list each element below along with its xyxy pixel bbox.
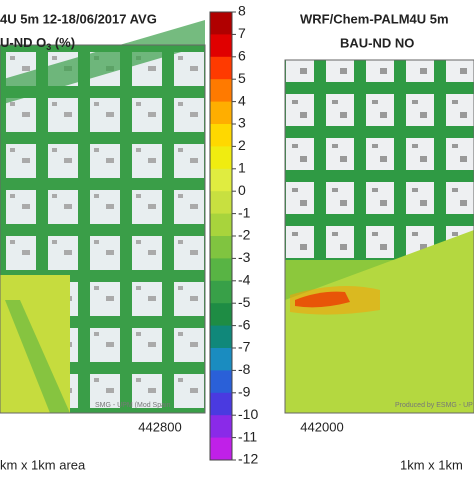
colorbar-segment — [210, 191, 232, 215]
colorbar-segment — [210, 34, 232, 58]
colorbar-tick-label: 7 — [238, 25, 246, 41]
colorbar-tick-label: 5 — [238, 70, 246, 86]
colorbar-segment — [210, 415, 232, 439]
colorbar-segment — [210, 370, 232, 394]
watermark: SMG - UPM (Mod Spain — [95, 402, 171, 409]
colorbar-tick-label: -10 — [238, 406, 258, 422]
left-subtitle: U-ND O3 (%) — [0, 35, 75, 52]
colorbar-segment — [210, 258, 232, 282]
colorbar-tick-label: -7 — [238, 339, 251, 355]
map-blocks — [70, 275, 205, 413]
x-tick-label: 442000 — [300, 419, 343, 434]
colorbar-tick-label: -1 — [238, 204, 251, 220]
colorbar-segment — [210, 437, 232, 461]
road — [5, 300, 70, 413]
colorbar-segment — [210, 56, 232, 80]
colorbar-tick-label: 6 — [238, 48, 246, 64]
road — [0, 20, 205, 105]
left-map — [0, 20, 206, 414]
colorbar-tick-label: -2 — [238, 227, 251, 243]
colorbar-tick-label: 0 — [238, 182, 246, 198]
map-frame — [284, 59, 474, 414]
colorbar-segment — [210, 146, 232, 170]
colorbar-tick-label: 4 — [238, 92, 246, 108]
colorbar-tick-label: 2 — [238, 137, 246, 153]
colorbar-tick-label: -3 — [238, 249, 251, 265]
left-title: 4U 5m 12-18/06/2017 AVG — [0, 11, 157, 26]
area-label: km x 1km area — [0, 457, 86, 472]
x-tick-label: 442800 — [138, 419, 181, 434]
colorbar-segment — [210, 236, 232, 259]
colorbar-segment — [210, 101, 232, 125]
colorbar-tick-label: -8 — [238, 361, 251, 377]
colorbar-segment — [210, 12, 232, 35]
colorbar-segment — [210, 392, 232, 416]
map-blocks — [285, 60, 474, 260]
colorbar-tick-label: 8 — [238, 3, 246, 19]
colorbar-tick-label: 1 — [238, 160, 246, 176]
colorbar-tick-label: -5 — [238, 294, 251, 310]
colorbar-tick-label: -9 — [238, 384, 251, 400]
right-subtitle: BAU-ND NO — [340, 35, 414, 50]
colorbar-segment — [210, 168, 232, 192]
colorbar-segment — [210, 124, 232, 147]
colorbar-segment — [210, 348, 232, 371]
right-map — [284, 59, 474, 414]
hotspot — [290, 286, 380, 315]
colorbar-tick-label: -11 — [238, 428, 257, 444]
colorbar-segment — [210, 325, 232, 349]
colorbar-tick-label: -4 — [238, 272, 251, 288]
colorbar-segment — [210, 79, 232, 103]
area-label: 1km x 1km — [400, 457, 463, 472]
watermark: Produced by ESMG - UP — [395, 402, 473, 409]
right-title: WRF/Chem-PALM4U 5m — [300, 11, 449, 26]
colorbar-tick-label: -12 — [238, 451, 258, 467]
colorbar-tick-label: -6 — [238, 316, 251, 332]
colorbar-segment — [210, 303, 232, 327]
map-frame — [0, 44, 206, 414]
map-area — [285, 230, 474, 413]
colorbar-segment — [210, 213, 232, 237]
colorbar-tick-label: 3 — [238, 115, 246, 131]
colorbar-segment — [210, 280, 232, 304]
